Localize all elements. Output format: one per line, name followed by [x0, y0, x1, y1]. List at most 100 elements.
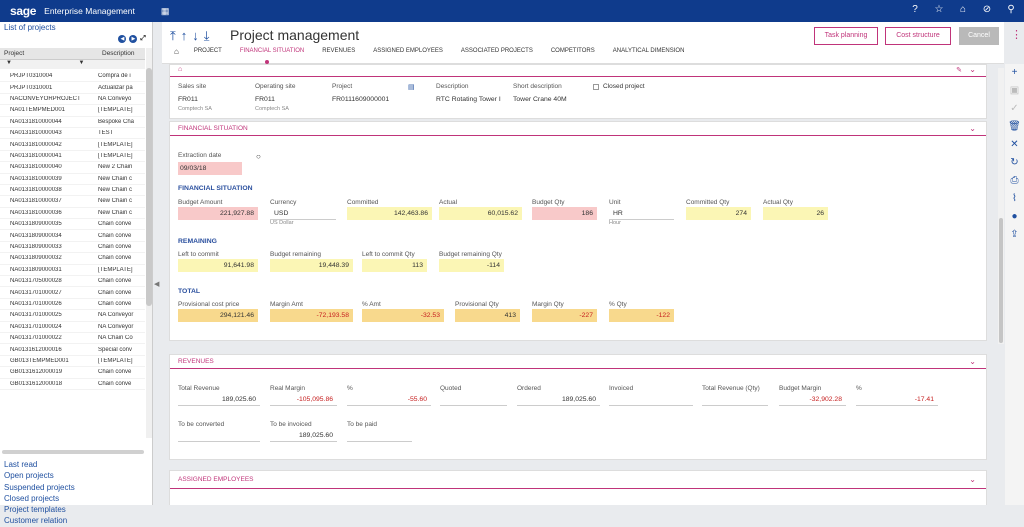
list-item[interactable]: PRJPT0310001 Actualizar pa: [0, 82, 145, 94]
list-item[interactable]: GB013TEMPMED001 [TEMPLATE]: [0, 356, 145, 368]
tab-competitors[interactable]: COMPETITORS: [550, 48, 595, 54]
task-planning-button[interactable]: Task planning: [814, 27, 878, 45]
attach-icon[interactable]: ⌇: [1012, 193, 1017, 204]
next-record-icon[interactable]: ↓: [192, 28, 199, 43]
list-item[interactable]: NA0131705000028 Chain conve: [0, 276, 145, 288]
compass-icon[interactable]: ⊘: [982, 4, 992, 15]
list-item[interactable]: NA0131701000025 NA Conveyor: [0, 310, 145, 322]
refresh-icon[interactable]: ↻: [1010, 157, 1019, 168]
list-item[interactable]: GB0131612000018 Chain conve: [0, 379, 145, 390]
link-open-projects[interactable]: Open projects: [4, 471, 54, 481]
save-icon[interactable]: ▣: [1009, 85, 1020, 96]
chevron-down-icon[interactable]: ⌄: [969, 65, 976, 74]
star-icon[interactable]: ☆: [934, 4, 944, 15]
project-field[interactable]: Project FR0111609000001: [332, 83, 390, 103]
list-item[interactable]: NA0131612000016 Special conv: [0, 344, 145, 356]
prev-record-icon[interactable]: ↑: [180, 28, 188, 43]
short-description-field[interactable]: Short description Tower Crane 40M: [513, 83, 567, 103]
project-code: NA0131701000022: [10, 335, 62, 342]
cancel-button[interactable]: Cancel: [959, 27, 999, 45]
first-record-icon[interactable]: ⤒: [170, 28, 176, 43]
list-item[interactable]: NA0131810000037 New Chain c: [0, 196, 145, 208]
project-code: GB0131612000018: [10, 380, 63, 387]
currency-field[interactable]: Currency USD US Dollar: [270, 199, 336, 227]
list-item[interactable]: NA01TEMPMED001 [TEMPLATE]: [0, 105, 145, 117]
list-item[interactable]: NA0131810000040 New 2 Chain: [0, 162, 145, 174]
list-hscrollbar[interactable]: [2, 450, 144, 454]
search-icon[interactable]: ⚲: [1007, 4, 1015, 15]
tab-assigned-employees[interactable]: ASSIGNED EMPLOYEES: [373, 48, 443, 54]
chevron-down-icon[interactable]: ⌄: [969, 475, 976, 484]
operating-site-field[interactable]: Operating site FR011 Comptech SA: [255, 83, 296, 112]
chevron-down-icon[interactable]: ⌄: [969, 357, 976, 366]
list-item[interactable]: NA0131809000035 Chain conve: [0, 219, 145, 231]
col-project[interactable]: Project: [4, 50, 25, 57]
add-icon[interactable]: +: [1011, 67, 1018, 78]
next-icon[interactable]: ▶: [129, 35, 138, 43]
list-item[interactable]: NACONVEYORPROJECT NA Conveyo: [0, 94, 145, 106]
extraction-date-field[interactable]: Extraction date 09/03/18: [178, 152, 242, 175]
edit-icon[interactable]: ✎: [956, 67, 962, 74]
project-description: Chain conve: [98, 301, 132, 307]
tab-associated-projects[interactable]: ASSOCIATED PROJECTS: [460, 48, 533, 54]
tab-analytical-dimension[interactable]: ANALYTICAL DIMENSION: [612, 48, 685, 54]
link-closed-projects[interactable]: Closed projects: [4, 493, 60, 503]
left-panel-title[interactable]: List of projects: [4, 23, 56, 32]
assigned-employees-card: ASSIGNED EMPLOYEES ⌄: [169, 470, 987, 505]
tab-project[interactable]: PROJECT: [193, 48, 222, 54]
list-item[interactable]: NA0131809000031 [TEMPLATE]: [0, 265, 145, 277]
refresh-icon[interactable]: ○: [256, 152, 261, 161]
prev-icon[interactable]: ◀: [118, 35, 127, 43]
sales-site-field[interactable]: Sales site FR011 Comptech SA: [178, 83, 212, 112]
list-item[interactable]: NA0131810000041 [TEMPLATE]: [0, 151, 145, 163]
expand-icon[interactable]: ⤢: [140, 35, 146, 42]
tab-revenues[interactable]: REVENUES: [322, 48, 356, 54]
list-item[interactable]: NA0131809000033 Chain conve: [0, 242, 145, 254]
cost-structure-button[interactable]: Cost structure: [885, 27, 951, 45]
export-icon[interactable]: ⇪: [1010, 229, 1019, 240]
home-tab-icon[interactable]: ⌂: [174, 46, 179, 56]
list-item[interactable]: NA0131810000036 New Chain c: [0, 208, 145, 220]
list-item[interactable]: NA0131810000038 New Chain c: [0, 185, 145, 197]
more-icon[interactable]: ⋮: [1011, 29, 1022, 41]
chevron-down-icon[interactable]: ⌄: [969, 124, 976, 133]
list-item[interactable]: NA0131810000044 Bespoke Cha: [0, 117, 145, 128]
tab-financial-situation[interactable]: FINANCIAL SITUATION: [239, 48, 305, 54]
col-description[interactable]: Description: [102, 50, 135, 57]
collapse-icon[interactable]: ◀: [154, 281, 160, 288]
book-icon[interactable]: ▤: [408, 84, 415, 91]
print-icon[interactable]: ⎙: [1010, 175, 1019, 186]
close-icon[interactable]: ✕: [1010, 139, 1019, 150]
list-item[interactable]: NA0131810000039 New Chain c: [0, 174, 145, 185]
link-project-templates[interactable]: Project templates: [4, 505, 66, 515]
list-item[interactable]: NA0131810000043 TEST: [0, 128, 145, 140]
checkbox[interactable]: [593, 83, 599, 90]
comment-icon[interactable]: ●: [1011, 211, 1018, 222]
main-scrollbar[interactable]: [998, 68, 1004, 344]
link-suspended-projects[interactable]: Suspended projects: [4, 482, 75, 492]
grid-icon[interactable]: ▦: [160, 5, 170, 16]
list-item[interactable]: GB0131612000019 Chain conve: [0, 367, 145, 379]
filter-icon[interactable]: ▼: [78, 60, 85, 66]
list-item[interactable]: PRJPT0310004 Compra de i: [0, 71, 145, 83]
pct-qty-field: % Qty -122: [609, 301, 674, 322]
trash-icon[interactable]: 🗑: [1008, 121, 1021, 132]
list-item[interactable]: NA0131701000026 Chain conve: [0, 299, 145, 311]
filter-icon[interactable]: ▼: [6, 60, 12, 66]
link-customer-relation[interactable]: Customer relation: [4, 516, 68, 526]
list-item[interactable]: NA0131810000042 [TEMPLATE]: [0, 139, 145, 151]
list-item[interactable]: NA0131701000022 NA Chain Co: [0, 333, 145, 345]
unit-field[interactable]: Unit HR Hour: [609, 199, 674, 227]
list-scrollbar[interactable]: [146, 48, 152, 438]
home-icon[interactable]: ⌂: [959, 4, 967, 15]
closed-project-checkbox[interactable]: Closed project: [593, 83, 645, 90]
link-last-read[interactable]: Last read: [4, 460, 38, 469]
list-item[interactable]: NA0131701000027 Chain conve: [0, 287, 145, 299]
help-icon[interactable]: ?: [912, 4, 918, 15]
list-item[interactable]: NA0131701000024 NA Conveyor: [0, 322, 145, 333]
list-item[interactable]: NA0131809000034 Chain conve: [0, 230, 145, 242]
check-icon[interactable]: ✓: [1010, 103, 1019, 114]
description-field[interactable]: Description RTC Rotating Tower I: [436, 83, 501, 103]
list-item[interactable]: NA0131809000032 Chain conve: [0, 253, 145, 265]
last-record-icon[interactable]: ⤓: [203, 28, 210, 43]
